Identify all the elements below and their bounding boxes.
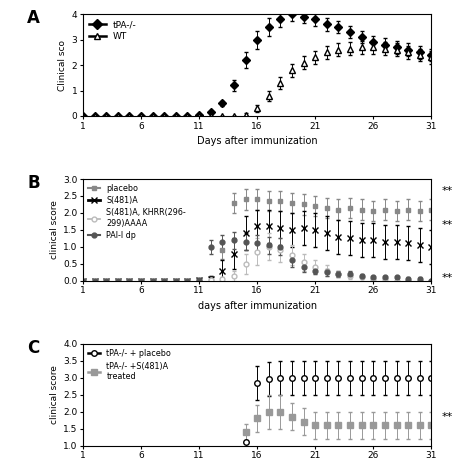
Legend: tPA-/- + placebo, tPA-/- +S(481)A
treated: tPA-/- + placebo, tPA-/- +S(481)A treate…	[87, 348, 172, 382]
Text: A: A	[27, 9, 40, 27]
Text: C: C	[27, 339, 39, 357]
Legend: tPA-/-, WT: tPA-/-, WT	[88, 19, 138, 43]
X-axis label: days after immunization: days after immunization	[198, 301, 317, 311]
X-axis label: Days after immunization: Days after immunization	[197, 136, 318, 146]
Y-axis label: clinical score: clinical score	[50, 365, 59, 424]
Text: **: **	[442, 273, 453, 283]
Text: B: B	[27, 174, 40, 192]
Legend: placebo, S(481)A, S(481)A, KHRR(296-
299)AAAA, PAI-I dp: placebo, S(481)A, S(481)A, KHRR(296- 299…	[87, 183, 187, 241]
Text: **: **	[442, 412, 453, 422]
Y-axis label: Clinical sco: Clinical sco	[58, 40, 67, 91]
Text: **: **	[442, 186, 453, 196]
Y-axis label: clinical score: clinical score	[50, 201, 59, 259]
Text: **: **	[442, 220, 453, 230]
